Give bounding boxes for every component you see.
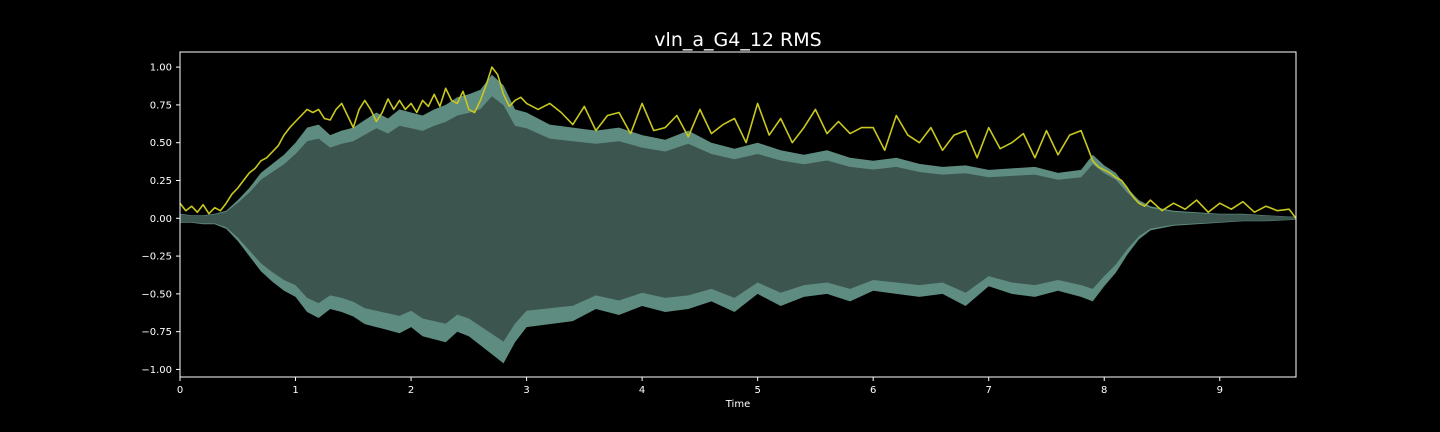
- y-tick-label: −1.00: [141, 365, 172, 376]
- y-tick-label: −0.75: [141, 327, 172, 338]
- x-tick-label: 7: [986, 385, 992, 396]
- x-axis-label: Time: [725, 399, 750, 410]
- y-tick-label: 0.25: [150, 176, 172, 187]
- y-tick-label: −0.50: [141, 289, 172, 300]
- y-tick-label: 0.00: [150, 214, 172, 225]
- axes-frame: [179, 51, 1297, 378]
- plot-area: [179, 66, 1297, 364]
- waveform-body: [180, 96, 1296, 342]
- x-tick-label: 6: [870, 385, 876, 396]
- y-tick-label: −0.25: [141, 252, 172, 263]
- y-tick-label: 0.50: [150, 138, 172, 149]
- x-tick-label: 3: [523, 385, 529, 396]
- chart-title: vln_a_G4_12 RMS: [654, 29, 821, 51]
- x-axis: 0 1 2 3 4 5 6 7 8 9: [177, 377, 1223, 396]
- x-tick-label: 1: [292, 385, 298, 396]
- x-tick-label: 2: [408, 385, 414, 396]
- x-tick-label: 9: [1217, 385, 1223, 396]
- x-tick-label: 0: [177, 385, 183, 396]
- y-tick-label: 0.75: [150, 100, 172, 111]
- y-axis: 1.00 0.75 0.50 0.25 0.00 −0.25 −0.50 −0.75 −1.00: [141, 63, 180, 376]
- x-tick-label: 5: [754, 385, 760, 396]
- y-tick-label: 1.00: [150, 63, 172, 74]
- rms-line: [179, 66, 1297, 219]
- x-tick-label: 4: [639, 385, 645, 396]
- x-tick-label: 8: [1101, 385, 1107, 396]
